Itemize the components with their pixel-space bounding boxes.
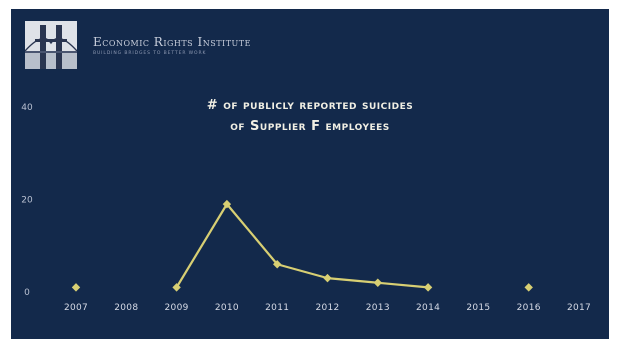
org-name: Economic Rights Institute: [93, 35, 251, 49]
x-tick-label: 2008: [114, 303, 138, 313]
data-point-marker: [273, 260, 282, 269]
y-axis-ticks: 0 20 40: [21, 103, 33, 298]
series-line: [175, 203, 429, 289]
data-point-marker: [323, 273, 332, 283]
x-tick-label: 2017: [567, 303, 591, 313]
y-tick-label: 0: [24, 288, 30, 298]
data-point-marker: [172, 283, 181, 292]
x-tick-label: 2009: [165, 303, 189, 313]
x-tick-label: 2016: [517, 303, 541, 313]
x-tick-label: 2015: [466, 303, 490, 313]
x-axis-ticks: 2007 2008 2009 2010 2011 2012 2013 2014 2015 2016…: [64, 303, 591, 313]
x-tick-label: 2010: [215, 303, 239, 313]
data-point-marker: [373, 278, 382, 287]
data-point-marker: [423, 283, 433, 292]
org-tagline: Building Bridges to Better Work: [93, 51, 207, 56]
chart-slide: Economic Rights Institute Building Bridg…: [11, 9, 609, 339]
data-point-marker: [524, 283, 533, 292]
x-tick-label: 2007: [64, 303, 88, 313]
x-tick-label: 2011: [265, 303, 289, 313]
chart-title-line-2: of Supplier F employees: [230, 119, 390, 134]
data-point-marker: [71, 283, 81, 292]
y-tick-label: 20: [21, 196, 33, 206]
chart-title-line-1: # of publicly reported suicides: [206, 98, 414, 113]
y-tick-label: 40: [21, 103, 33, 113]
chart-title: # of publicly reported suicides of Suppl…: [11, 95, 609, 137]
institute-logo: [25, 21, 77, 69]
x-tick-label: 2012: [315, 303, 339, 313]
x-tick-label: 2013: [366, 303, 390, 313]
data-point-marker: [222, 199, 232, 209]
series-suicides: [71, 199, 533, 292]
x-tick-label: 2014: [416, 303, 440, 313]
